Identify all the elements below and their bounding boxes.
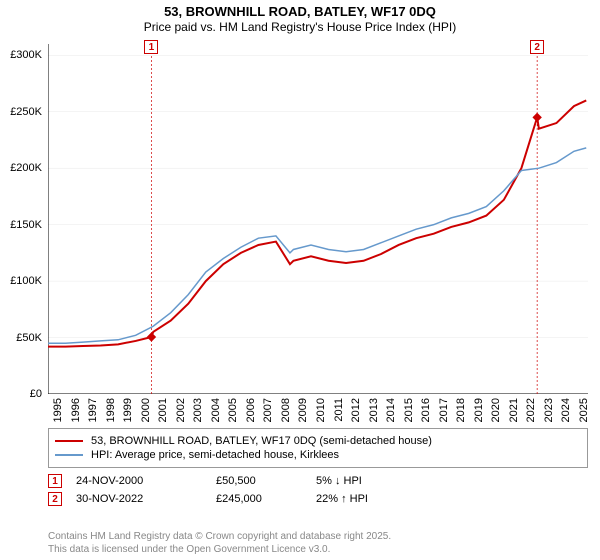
- title-address: 53, BROWNHILL ROAD, BATLEY, WF17 0DQ: [0, 4, 600, 19]
- legend-section: 53, BROWNHILL ROAD, BATLEY, WF17 0DQ (se…: [48, 428, 588, 510]
- footer-attribution: Contains HM Land Registry data © Crown c…: [48, 530, 391, 556]
- x-axis-label: 2017: [438, 398, 450, 422]
- transaction-price: £50,500: [216, 475, 316, 487]
- x-axis-label: 1995: [52, 398, 64, 422]
- x-axis-label: 2013: [368, 398, 380, 422]
- legend-label: 53, BROWNHILL ROAD, BATLEY, WF17 0DQ (se…: [91, 435, 432, 447]
- transaction-date: 30-NOV-2022: [76, 493, 216, 505]
- x-axis-label: 2008: [280, 398, 292, 422]
- table-row: 2 30-NOV-2022£245,00022% ↑ HPI: [48, 492, 588, 506]
- transaction-date: 24-NOV-2000: [76, 475, 216, 487]
- y-axis-label: £150K: [2, 219, 42, 231]
- legend-item: HPI: Average price, semi-detached house,…: [55, 449, 581, 461]
- title-block: 53, BROWNHILL ROAD, BATLEY, WF17 0DQ Pri…: [0, 0, 600, 34]
- x-axis-label: 2019: [473, 398, 485, 422]
- x-axis-label: 2002: [175, 398, 187, 422]
- legend-item: 53, BROWNHILL ROAD, BATLEY, WF17 0DQ (se…: [55, 435, 581, 447]
- x-axis-label: 2006: [245, 398, 257, 422]
- chart-area: £0£50K£100K£150K£200K£250K£300K 19951996…: [48, 44, 588, 394]
- line-chart: [48, 44, 588, 394]
- legend-label: HPI: Average price, semi-detached house,…: [91, 449, 339, 461]
- y-axis-label: £200K: [2, 162, 42, 174]
- transactions-table: 1 24-NOV-2000£50,5005% ↓ HPI 2 30-NOV-2022£…: [48, 474, 588, 506]
- table-row: 1 24-NOV-2000£50,5005% ↓ HPI: [48, 474, 588, 488]
- transaction-number: 1: [48, 474, 62, 488]
- x-axis-label: 2024: [560, 398, 572, 422]
- x-axis-label: 2020: [490, 398, 502, 422]
- legend-swatch: [55, 440, 83, 442]
- x-axis-label: 2000: [140, 398, 152, 422]
- x-axis-label: 2001: [157, 398, 169, 422]
- transaction-pct: 5% ↓ HPI: [316, 475, 436, 487]
- x-axis-label: 2005: [227, 398, 239, 422]
- x-axis-label: 2022: [525, 398, 537, 422]
- x-axis-label: 1997: [87, 398, 99, 422]
- x-axis-label: 2011: [333, 398, 345, 422]
- legend-box: 53, BROWNHILL ROAD, BATLEY, WF17 0DQ (se…: [48, 428, 588, 468]
- x-axis-label: 2025: [578, 398, 590, 422]
- transaction-marker: 2: [530, 40, 544, 54]
- x-axis-label: 2009: [297, 398, 309, 422]
- y-axis-label: £50K: [2, 332, 42, 344]
- y-axis-label: £0: [2, 388, 42, 400]
- x-axis-label: 2023: [543, 398, 555, 422]
- chart-container: 53, BROWNHILL ROAD, BATLEY, WF17 0DQ Pri…: [0, 0, 600, 560]
- x-axis-label: 2015: [403, 398, 415, 422]
- x-axis-label: 2003: [192, 398, 204, 422]
- x-axis-label: 2012: [350, 398, 362, 422]
- x-axis-label: 2014: [385, 398, 397, 422]
- x-axis-label: 1999: [122, 398, 134, 422]
- footer-line1: Contains HM Land Registry data © Crown c…: [48, 530, 391, 543]
- title-subtitle: Price paid vs. HM Land Registry's House …: [0, 20, 600, 34]
- x-axis-label: 1996: [70, 398, 82, 422]
- transaction-pct: 22% ↑ HPI: [316, 493, 436, 505]
- x-axis-label: 2018: [455, 398, 467, 422]
- x-axis-label: 2021: [508, 398, 520, 422]
- x-axis-label: 2016: [420, 398, 432, 422]
- y-axis-label: £100K: [2, 275, 42, 287]
- transaction-number: 2: [48, 492, 62, 506]
- transaction-price: £245,000: [216, 493, 316, 505]
- y-axis-label: £250K: [2, 106, 42, 118]
- footer-line2: This data is licensed under the Open Gov…: [48, 543, 391, 556]
- legend-swatch: [55, 454, 83, 456]
- y-axis-label: £300K: [2, 49, 42, 61]
- x-axis-label: 1998: [105, 398, 117, 422]
- transaction-marker: 1: [144, 40, 158, 54]
- x-axis-label: 2007: [262, 398, 274, 422]
- x-axis-label: 2010: [315, 398, 327, 422]
- x-axis-label: 2004: [210, 398, 222, 422]
